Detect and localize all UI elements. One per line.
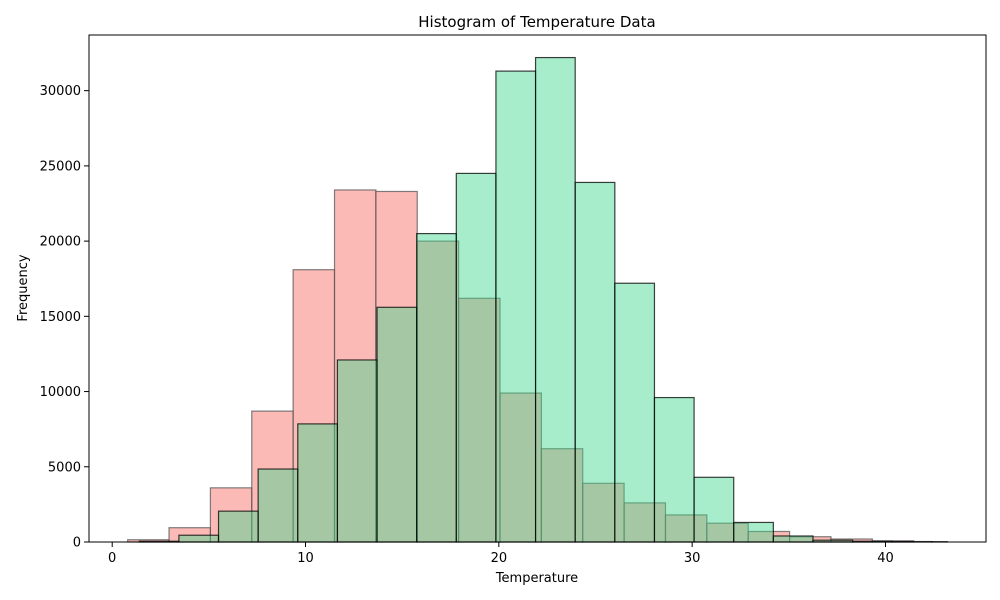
y-tick-label: 25000	[40, 159, 81, 174]
histogram-bar-series-2	[495, 70, 537, 543]
plot-frame	[88, 34, 987, 543]
x-tick-label: 20	[491, 551, 508, 566]
histogram-bar-series-2	[416, 232, 457, 543]
histogram-bar-series-2	[574, 181, 616, 543]
histogram-bar-series-2	[336, 359, 378, 543]
y-tick-label: 30000	[40, 84, 81, 99]
histogram-bar-series-2	[614, 282, 656, 543]
y-axis-label: Frequency	[16, 254, 31, 321]
histogram-bar-series-2	[217, 510, 259, 543]
histogram-bar-series-2	[455, 172, 497, 543]
histogram-bar-series-2	[772, 535, 814, 543]
y-tick-label: 5000	[48, 460, 81, 475]
histogram-bar-series-2	[693, 476, 735, 543]
bars-layer	[127, 56, 948, 543]
x-tick-label: 0	[108, 551, 116, 566]
x-tick-label: 10	[297, 551, 314, 566]
y-tick-label: 15000	[40, 310, 81, 325]
histogram-bar-series-1	[209, 487, 253, 543]
histogram-bar-series-1	[499, 392, 542, 543]
histogram-bar-series-1	[664, 514, 708, 543]
histogram-bar-series-2	[534, 56, 576, 543]
histogram-bar-series-2	[178, 534, 220, 543]
histogram-bar-series-2	[257, 468, 299, 543]
histogram-bar-series-2	[297, 423, 339, 543]
y-tick-label: 20000	[40, 235, 81, 250]
histogram-bar-series-1	[582, 482, 625, 543]
y-tick-label: 0	[73, 536, 81, 551]
histogram-bar-series-2	[376, 306, 418, 543]
histogram-bar-series-2	[653, 396, 695, 543]
ticks-layer: 0 10 20 30 40 0 5000 10000 15000 20000 25000 30000	[40, 84, 894, 566]
x-tick-label: 40	[877, 551, 894, 566]
y-tick-label: 10000	[40, 385, 81, 400]
histogram-bar-series-2	[733, 521, 774, 543]
histogram-bar-series-1	[540, 448, 584, 543]
x-axis-label: Temperature	[495, 571, 578, 586]
chart-title: Histogram of Temperature Data	[418, 13, 655, 31]
histogram-bar-series-1	[458, 297, 501, 543]
x-tick-label: 30	[684, 551, 701, 566]
